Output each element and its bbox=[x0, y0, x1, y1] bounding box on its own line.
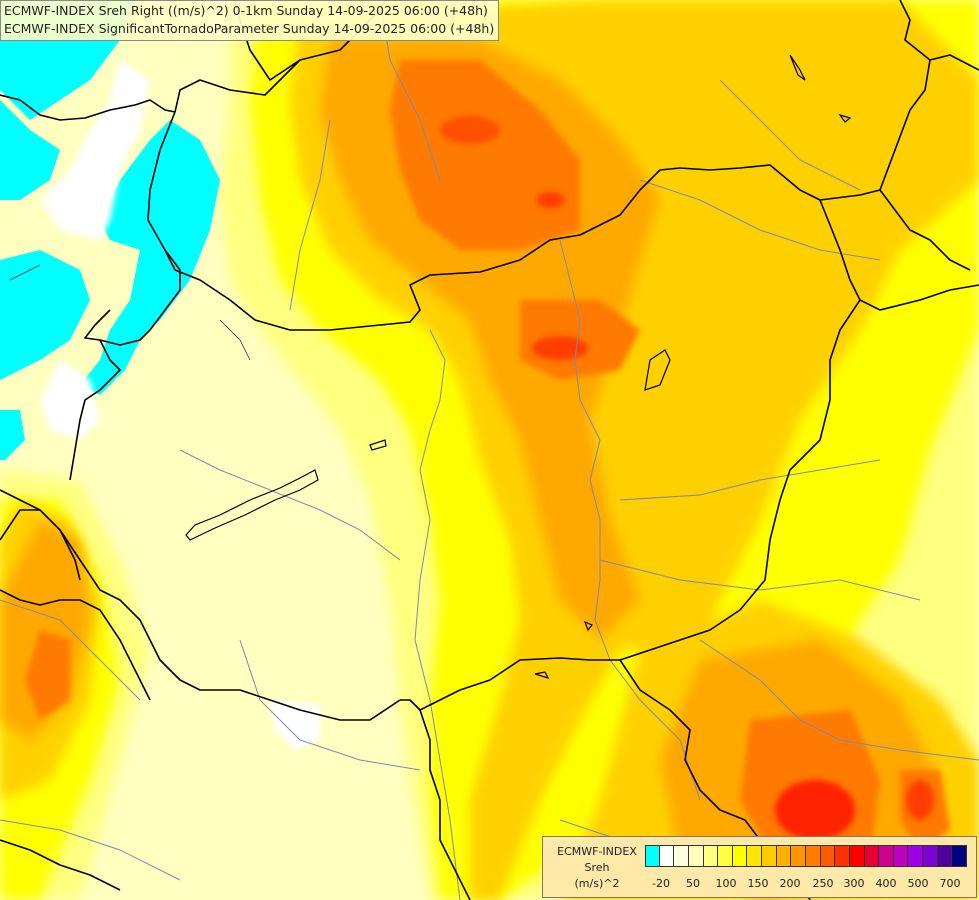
field-white bbox=[40, 60, 320, 750]
legend-swatch bbox=[923, 846, 938, 866]
legend-swatch bbox=[674, 846, 689, 866]
legend-swatch bbox=[908, 846, 924, 866]
legend-swatch bbox=[835, 846, 850, 866]
legend-swatch bbox=[806, 846, 821, 866]
legend-swatch bbox=[688, 846, 704, 866]
legend-unit: (m/s)^2 bbox=[574, 877, 620, 890]
legend-swatch bbox=[879, 846, 894, 866]
field-red bbox=[440, 116, 934, 840]
legend-tick-label: 200 bbox=[779, 877, 801, 890]
legend-tick-label: 700 bbox=[939, 877, 961, 890]
legend-swatch bbox=[864, 846, 880, 866]
legend-swatch bbox=[732, 846, 748, 866]
legend-swatch bbox=[747, 846, 763, 866]
legend-title: ECMWF-INDEX bbox=[557, 845, 637, 858]
legend-tick-label: -20 bbox=[652, 877, 670, 890]
legend-swatch bbox=[645, 846, 660, 866]
map-title-box: ECMWF-INDEX Sreh Right ((m/s)^2) 0-1km S… bbox=[0, 0, 500, 41]
legend-swatch bbox=[820, 846, 836, 866]
legend-swatch bbox=[718, 846, 733, 866]
legend-tick-label: 50 bbox=[686, 877, 700, 890]
map-title-line-2: ECMWF-INDEX SignificantTornadoParameter … bbox=[4, 21, 495, 36]
legend-tick-label: 150 bbox=[747, 877, 769, 890]
minor-borders bbox=[9, 264, 251, 361]
legend-swatch bbox=[659, 846, 675, 866]
lake-balaton bbox=[185, 469, 319, 541]
legend-swatch bbox=[762, 846, 777, 866]
legend-swatch bbox=[937, 846, 953, 866]
legend: ECMWF-INDEX Sreh (m/s)^2 -20 50 100 150 200 2… bbox=[542, 836, 977, 898]
legend-swatch bbox=[849, 846, 865, 866]
legend-tick-label: 250 bbox=[812, 877, 834, 890]
legend-variable: Sreh bbox=[584, 861, 610, 874]
legend-swatch bbox=[791, 846, 806, 866]
map-title-line-1: ECMWF-INDEX Sreh Right ((m/s)^2) 0-1km S… bbox=[4, 3, 488, 18]
legend-tick-label: 400 bbox=[875, 877, 897, 890]
legend-swatch bbox=[893, 846, 909, 866]
legend-tick-label: 500 bbox=[907, 877, 929, 890]
legend-tick-label: 300 bbox=[843, 877, 865, 890]
lakes bbox=[185, 54, 852, 679]
legend-swatch bbox=[776, 846, 792, 866]
legend-swatch bbox=[703, 846, 719, 866]
legend-swatch bbox=[952, 846, 967, 866]
legend-tick-label: 100 bbox=[715, 877, 737, 890]
